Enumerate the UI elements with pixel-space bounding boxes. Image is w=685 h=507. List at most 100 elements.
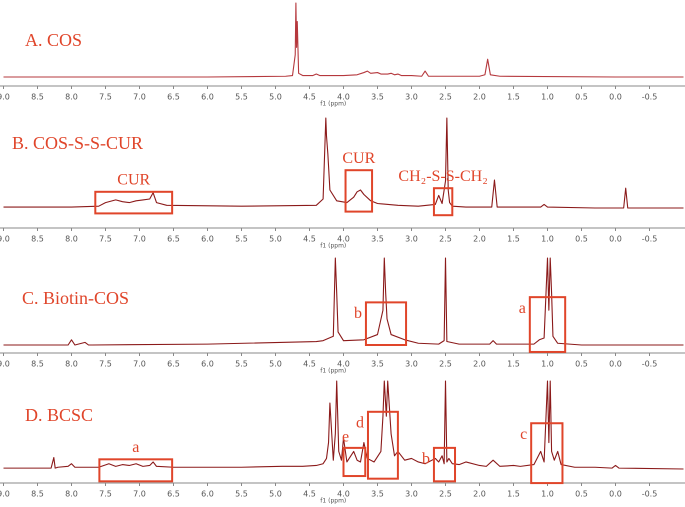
x-tick-label: 2.5 — [439, 93, 452, 102]
annotation-label: b — [354, 305, 362, 322]
x-tick-label: 3.5 — [371, 93, 384, 102]
x-tick-label: -0.5 — [642, 490, 658, 499]
x-tick-label: 9.0 — [0, 93, 10, 102]
spectrum — [3, 257, 684, 346]
x-tick-label: 4.0 — [337, 490, 350, 499]
annotation-label: c — [520, 426, 527, 443]
x-tick-label: 4.0 — [337, 360, 350, 369]
x-tick-label: 4.5 — [303, 490, 316, 499]
annotation-label: b — [422, 451, 430, 468]
spectrum — [3, 2, 684, 78]
x-tick-label: 7.0 — [133, 490, 146, 499]
x-tick-label: 8.5 — [31, 235, 44, 244]
x-tick-label: 0.5 — [575, 490, 588, 499]
x-tick-label: 7.0 — [133, 360, 146, 369]
x-tick-label: -0.5 — [642, 235, 658, 244]
x-tick-label: 1.0 — [541, 93, 554, 102]
x-tick-label: 5.0 — [269, 490, 282, 499]
chart-title: B. COS-S-S-CUR — [12, 133, 143, 153]
x-tick-label: 9.0 — [0, 235, 10, 244]
x-tick-label: 2.0 — [473, 93, 486, 102]
x-tick-label: 7.5 — [99, 93, 112, 102]
x-tick-label: 8.0 — [65, 235, 78, 244]
x-tick-label: 4.0 — [337, 93, 350, 102]
annotation-label: CH₂-S-S-CH₂ — [398, 168, 487, 185]
x-tick-label: 5.5 — [235, 235, 248, 244]
x-tick-label: 8.0 — [65, 360, 78, 369]
x-tick-label: 6.0 — [201, 490, 214, 499]
x-tick-label: 2.5 — [439, 490, 452, 499]
x-tick-label: 9.0 — [0, 360, 10, 369]
x-tick-label: 1.5 — [507, 360, 520, 369]
highlight-box — [366, 410, 399, 480]
x-tick-label: 0.0 — [609, 490, 622, 499]
x-tick-label: 6.5 — [167, 360, 180, 369]
x-tick-label: 3.0 — [405, 490, 418, 499]
x-tick-label: 4.0 — [337, 235, 350, 244]
x-tick-label: 0.0 — [609, 93, 622, 102]
highlight-box — [432, 446, 457, 483]
x-tick-label: 2.0 — [473, 235, 486, 244]
x-tick-label: 6.0 — [201, 360, 214, 369]
x-tick-label: 1.5 — [507, 235, 520, 244]
chart-title: D. BCSC — [25, 405, 93, 425]
x-tick-label: 8.5 — [31, 93, 44, 102]
x-tick-label: 7.0 — [133, 235, 146, 244]
x-tick-label: 3.5 — [371, 360, 384, 369]
annotation-label: a — [519, 300, 526, 317]
x-tick-label: 8.5 — [31, 360, 44, 369]
x-tick-label: 6.5 — [167, 490, 180, 499]
x-tick-label: 3.5 — [371, 235, 384, 244]
x-tick-label: 6.0 — [201, 235, 214, 244]
x-tick-label: 1.0 — [541, 490, 554, 499]
highlight-box — [528, 296, 567, 353]
x-axis-label: f1 (ppm) — [320, 368, 346, 375]
highlight-box — [432, 187, 454, 217]
x-tick-label: 1.5 — [507, 93, 520, 102]
x-tick-label: 1.0 — [541, 235, 554, 244]
annotation-label: CUR — [117, 171, 150, 188]
x-tick-label: 5.0 — [269, 93, 282, 102]
x-tick-label: 3.0 — [405, 235, 418, 244]
x-tick-label: 8.5 — [31, 490, 44, 499]
x-tick-label: 3.5 — [371, 490, 384, 499]
x-tick-label: -0.5 — [642, 93, 658, 102]
x-tick-label: 0.5 — [575, 93, 588, 102]
x-tick-label: 0.0 — [609, 235, 622, 244]
x-tick-label: 0.0 — [609, 360, 622, 369]
chart-title: A. COS — [25, 30, 82, 50]
x-tick-label: 7.5 — [99, 490, 112, 499]
x-tick-label: 6.5 — [167, 93, 180, 102]
x-tick-label: 5.0 — [269, 235, 282, 244]
x-tick-label: 4.5 — [303, 360, 316, 369]
x-tick-label: 5.0 — [269, 360, 282, 369]
highlight-box — [344, 169, 374, 213]
highlight-box — [342, 446, 367, 478]
highlight-box — [530, 422, 564, 485]
highlight-box — [364, 301, 408, 346]
x-tick-label: 0.5 — [575, 360, 588, 369]
x-tick-label: 6.0 — [201, 93, 214, 102]
x-axis-label: f1 (ppm) — [320, 498, 346, 505]
x-tick-label: 8.0 — [65, 490, 78, 499]
x-tick-label: 0.5 — [575, 235, 588, 244]
x-tick-label: 9.0 — [0, 490, 10, 499]
annotation-label: d — [356, 414, 364, 431]
x-tick-label: 7.5 — [99, 360, 112, 369]
x-tick-label: 1.0 — [541, 360, 554, 369]
x-tick-label: 4.5 — [303, 93, 316, 102]
x-tick-label: 7.0 — [133, 93, 146, 102]
x-tick-label: 3.0 — [405, 93, 418, 102]
spectrum — [3, 117, 684, 209]
x-tick-label: 8.0 — [65, 93, 78, 102]
highlight-box — [94, 190, 174, 215]
annotation-label: CUR — [342, 150, 375, 167]
x-tick-label: 3.0 — [405, 360, 418, 369]
chart-title: C. Biotin-COS — [22, 288, 129, 308]
x-tick-label: 2.5 — [439, 235, 452, 244]
highlight-box — [98, 458, 174, 483]
x-tick-label: 5.5 — [235, 360, 248, 369]
x-tick-label: -0.5 — [642, 360, 658, 369]
x-tick-label: 1.5 — [507, 490, 520, 499]
